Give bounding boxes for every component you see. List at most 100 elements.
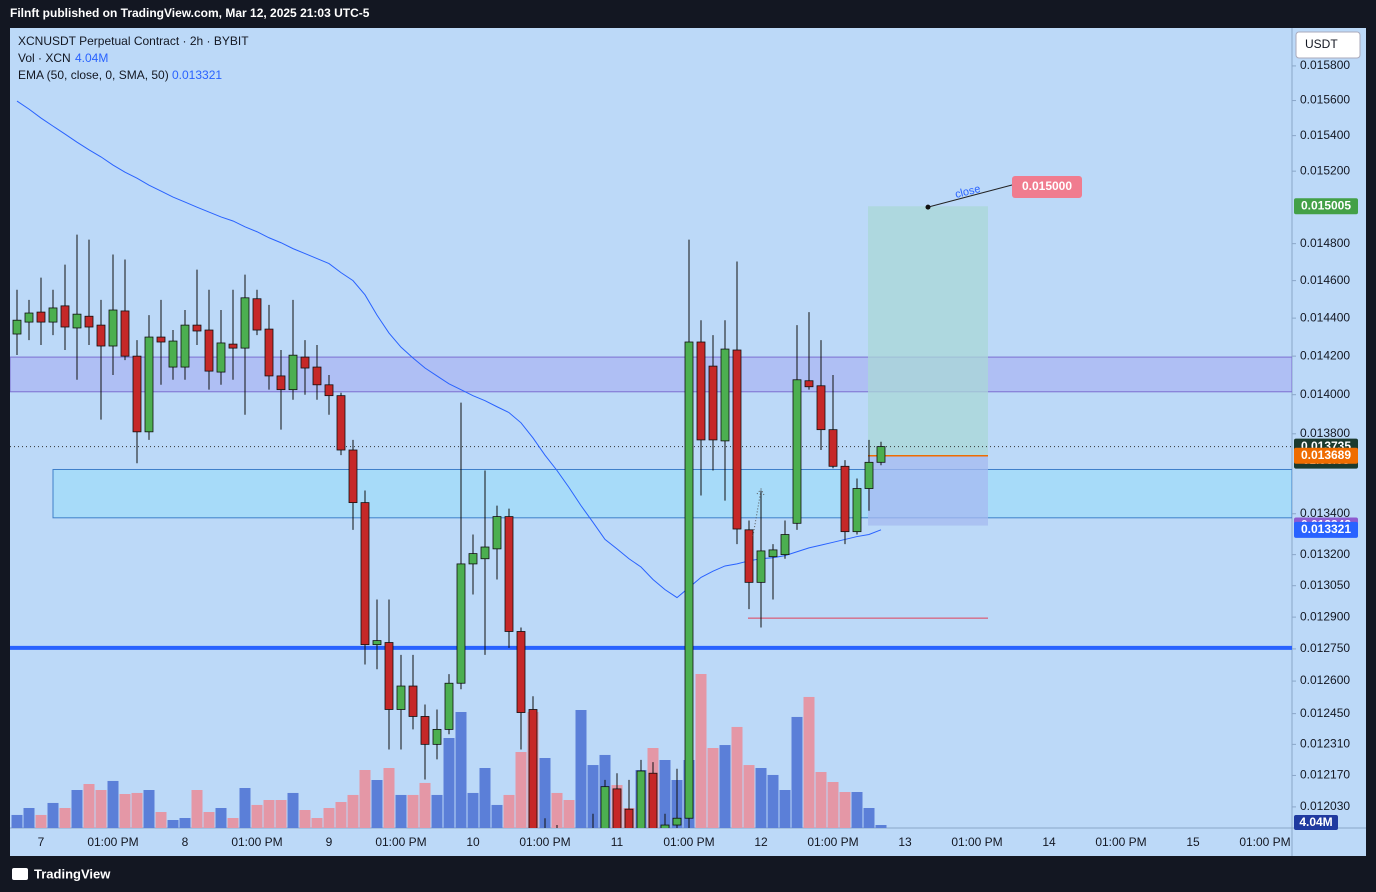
candle-body (864, 461, 874, 489)
volume-value: 4.04M (75, 51, 108, 65)
stop-zone (868, 455, 988, 526)
x-tick-label: 10 (466, 835, 480, 849)
ema-price-label: 0.013321 (1301, 522, 1351, 536)
volume-bar (155, 812, 167, 828)
volume-bar (575, 710, 587, 828)
candle-body (384, 642, 394, 710)
volume-bar (707, 748, 719, 828)
volume-bar (347, 794, 359, 828)
candle-body (528, 709, 538, 828)
volume-bar (779, 790, 791, 828)
candle-body (792, 379, 802, 524)
y-tick-label: 0.014000 (1300, 387, 1350, 401)
candle-body (648, 772, 658, 828)
overlay: close0.0150000.0150050.01373501:56:080.0… (925, 176, 1358, 831)
candle-body (168, 340, 178, 368)
plot-area (10, 100, 1292, 828)
candle-body (132, 355, 142, 433)
candle-body (108, 309, 118, 347)
volume-bar (443, 738, 455, 828)
volume-bar (851, 792, 863, 828)
y-tick-label: 0.012600 (1300, 673, 1350, 687)
ema-price-tag (1294, 521, 1358, 538)
candle-body (24, 312, 34, 323)
ema-title: EMA (50, close, 0, SMA, 50) (18, 68, 169, 82)
volume-bar (143, 790, 155, 828)
annotation-line (927, 184, 1013, 208)
candle-body (36, 311, 46, 323)
footer-brand: TradingView (34, 866, 111, 881)
y-tick-label: 0.013800 (1300, 426, 1350, 440)
y-tick-label: 0.015400 (1300, 128, 1350, 142)
x-tick-label: 01:00 PM (1239, 835, 1290, 849)
volume-bar (755, 768, 767, 828)
candle-body (780, 534, 790, 556)
y-tick-label: 0.012900 (1300, 609, 1350, 623)
candle-body (636, 770, 646, 828)
candle-body (120, 310, 130, 357)
volume-bar (587, 765, 599, 828)
volume-bar (215, 808, 227, 828)
candle-body (756, 550, 766, 583)
volume-bar (227, 818, 239, 828)
candle-body (456, 563, 466, 684)
volume-bar (539, 758, 551, 828)
volume-tag-label: 4.04M (1299, 815, 1332, 829)
candle-body (84, 315, 94, 328)
volume-bar (803, 696, 815, 828)
candle-body (180, 324, 190, 368)
candle-body (816, 385, 826, 431)
candle-body (204, 329, 214, 372)
volume-bar (467, 792, 479, 828)
volume-bar (95, 790, 107, 828)
volume-bar (263, 800, 275, 828)
volume-bar (239, 788, 251, 828)
volume-bar (491, 804, 503, 828)
volume-bar (167, 820, 179, 828)
volume-bar (551, 792, 563, 828)
volume-bar (431, 794, 443, 828)
y-tick-label: 0.013050 (1300, 578, 1350, 592)
volume-bar (695, 674, 707, 828)
candle-body (360, 502, 370, 646)
y-tick-label: 0.015800 (1300, 58, 1350, 72)
candle-body (276, 375, 286, 391)
volume-bar (203, 812, 215, 828)
candle-body (12, 319, 22, 335)
candle-body (600, 786, 610, 828)
candle-body (672, 817, 682, 826)
candle-body (72, 313, 82, 329)
candle-body (480, 546, 490, 560)
volume-bar (503, 794, 515, 828)
annotation-dot (925, 204, 931, 210)
y-tick-label: 0.012750 (1300, 641, 1350, 655)
candle-body (840, 465, 850, 533)
candle-body (288, 354, 298, 391)
entry-price-label: 0.013689 (1301, 448, 1351, 462)
y-tick-label: 0.014200 (1300, 348, 1350, 362)
volume-bar (323, 808, 335, 828)
target-price-tag (1294, 198, 1358, 215)
candle-body (144, 336, 154, 433)
volume-bar (455, 712, 467, 828)
currency-button[interactable] (1295, 31, 1361, 59)
x-tick-label: 01:00 PM (87, 835, 138, 849)
volume-bar (791, 716, 803, 828)
currency[interactable]: USDT (1305, 37, 1338, 51)
symbol-title: XCNUSDT Perpetual Contract · 2h · BYBIT (18, 34, 249, 48)
candle-body (372, 640, 382, 646)
volume-bar (563, 800, 575, 828)
volume-bar (827, 782, 839, 828)
volume-bar (875, 825, 887, 828)
entry-price-tag (1294, 447, 1358, 464)
y-tick-label: 0.014400 (1300, 310, 1350, 324)
ema-line (16, 100, 882, 599)
volume-bar (191, 790, 203, 828)
x-tick-label: 01:00 PM (663, 835, 714, 849)
volume-bar (299, 810, 311, 828)
x-tick-label: 11 (611, 835, 624, 849)
y-tick-label: 0.013200 (1300, 547, 1350, 561)
annotation-price: 0.015000 (1022, 179, 1072, 193)
candle-body (240, 297, 250, 349)
